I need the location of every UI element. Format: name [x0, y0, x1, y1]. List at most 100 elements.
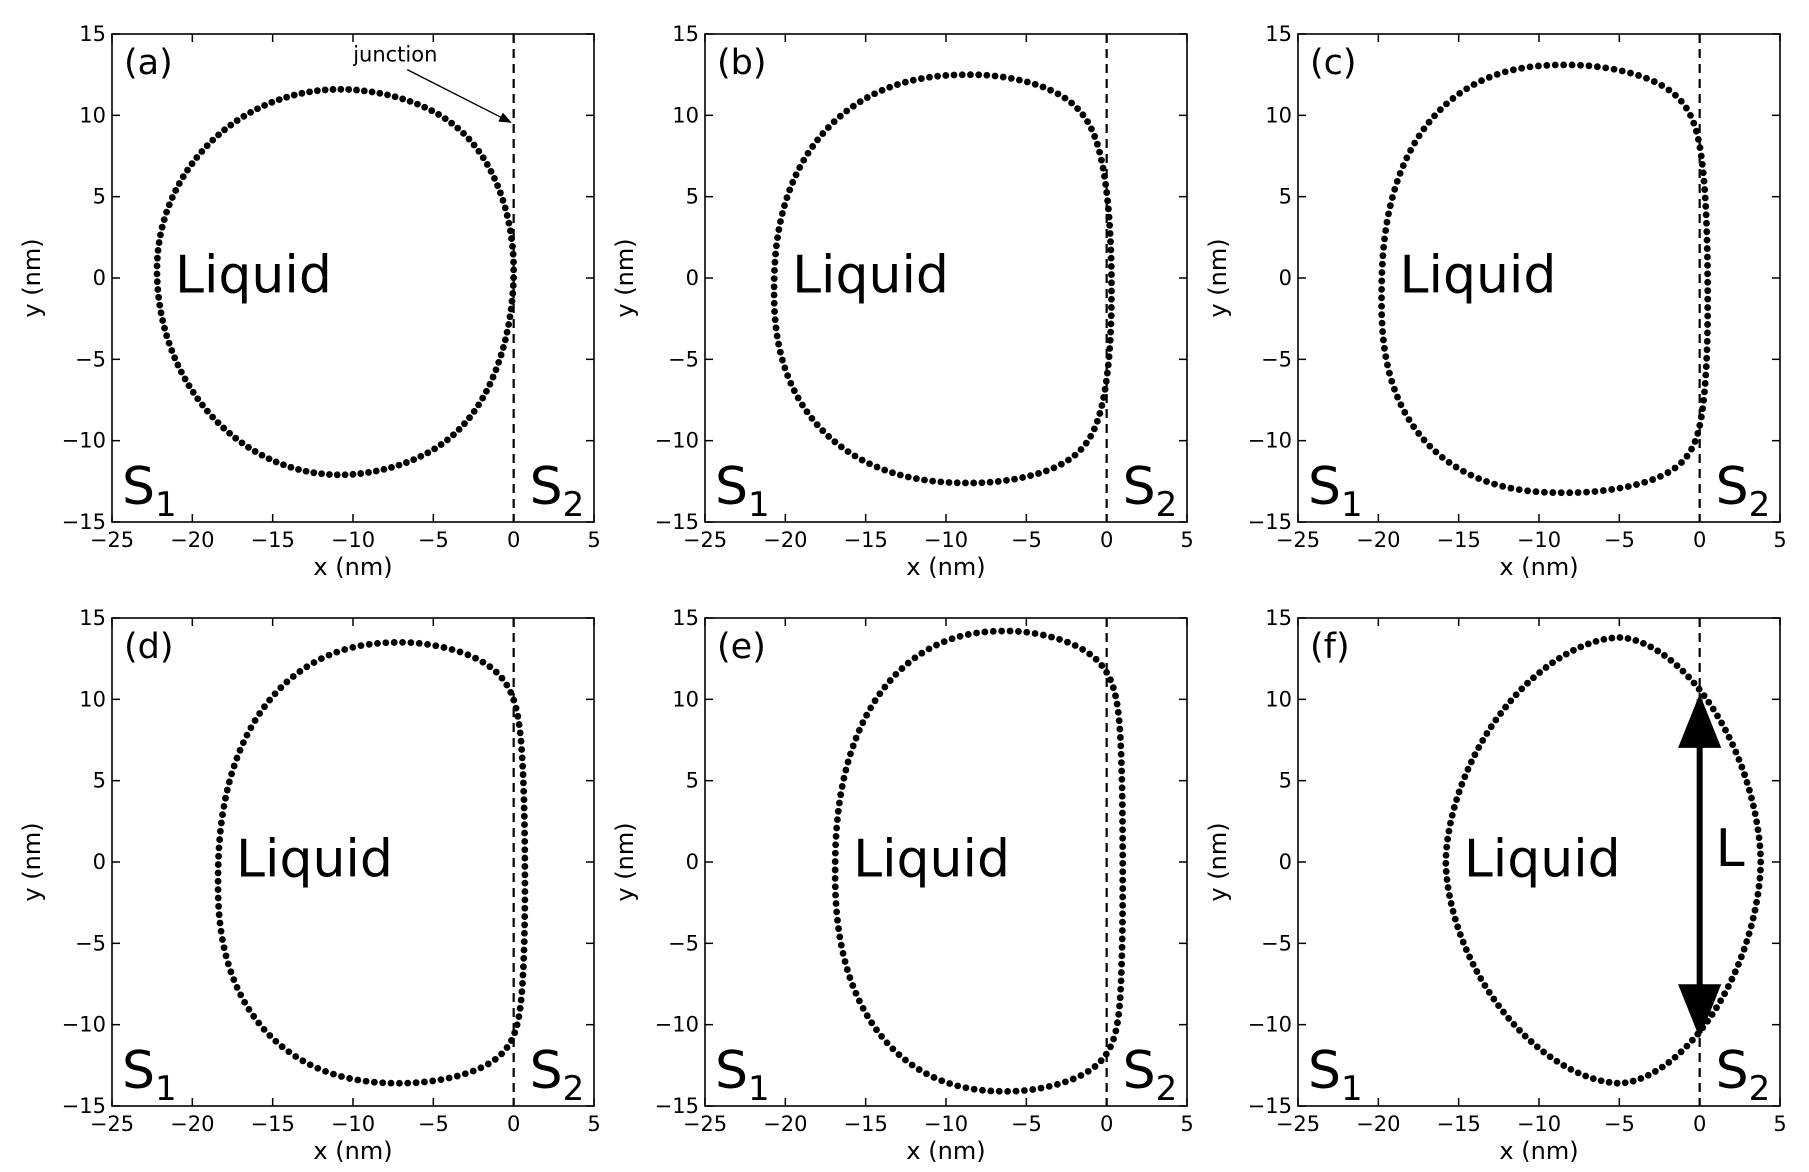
boundary-point — [1700, 692, 1708, 700]
boundary-point — [172, 187, 180, 194]
boundary-point — [194, 395, 202, 403]
boundary-point — [239, 739, 247, 747]
boundary-point — [228, 770, 236, 778]
boundary-point — [1379, 252, 1387, 260]
boundary-point — [1107, 312, 1115, 320]
boundary-point — [1114, 1019, 1121, 1027]
boundary-point — [1061, 94, 1069, 102]
boundary-point — [863, 711, 871, 719]
boundary-point — [184, 166, 191, 174]
boundary-point — [1093, 140, 1101, 148]
y-tick-label: −10 — [62, 1013, 106, 1037]
boundary-point — [521, 829, 529, 837]
boundary-point — [1755, 882, 1763, 890]
boundary-point — [1118, 784, 1126, 792]
boundary-point — [521, 854, 529, 862]
boundary-point — [295, 466, 302, 473]
boundary-point — [953, 479, 961, 487]
boundary-point — [1643, 74, 1650, 82]
liquid-label: Liquid — [1400, 246, 1557, 306]
boundary-point — [221, 126, 228, 134]
boundary-point — [318, 470, 325, 478]
boundary-point — [322, 1067, 329, 1075]
boundary-point — [792, 171, 800, 179]
boundary-point — [507, 305, 515, 313]
x-axis-label: x (nm) — [906, 553, 985, 581]
boundary-point — [1119, 885, 1127, 892]
boundary-point — [1410, 423, 1418, 431]
boundary-point — [1471, 751, 1479, 759]
boundary-point — [1006, 627, 1014, 635]
region-s1-label: S1 — [715, 1041, 770, 1109]
y-axis-label: y (nm) — [611, 822, 639, 901]
boundary-point — [1110, 1035, 1117, 1043]
boundary-point — [265, 455, 273, 463]
boundary-point — [1456, 89, 1464, 97]
boundary-point — [1703, 245, 1711, 252]
boundary-point — [1015, 628, 1022, 635]
boundary-point — [260, 1025, 268, 1033]
boundary-point — [1704, 287, 1712, 295]
boundary-point — [475, 147, 483, 155]
boundary-point — [177, 368, 185, 376]
boundary-point — [1526, 63, 1534, 71]
boundary-point — [1749, 914, 1757, 922]
boundary-point — [233, 983, 241, 991]
boundary-point — [1694, 430, 1702, 437]
boundary-point — [515, 721, 523, 728]
boundary-point — [825, 433, 833, 440]
boundary-point — [1624, 483, 1632, 490]
boundary-point — [362, 1077, 370, 1085]
boundary-point — [214, 861, 222, 868]
boundary-point — [520, 812, 528, 820]
boundary-point — [859, 1004, 867, 1012]
panel: −25 −20 −15 −10 −5 0 5 15 10 5 0 −5 −10 −15 x (nm) y (n… — [18, 606, 601, 1165]
y-axis-label: y (nm) — [611, 238, 639, 317]
boundary-point — [895, 1051, 903, 1058]
boundary-point — [838, 783, 846, 790]
boundary-point — [999, 73, 1007, 81]
boundary-point — [923, 1070, 930, 1078]
boundary-point — [831, 874, 839, 882]
boundary-point — [1447, 900, 1455, 907]
boundary-point — [1497, 710, 1505, 717]
boundary-point — [1458, 780, 1466, 788]
boundary-point — [833, 824, 841, 832]
boundary-point — [521, 879, 529, 887]
boundary-point — [1470, 81, 1478, 88]
boundary-point — [1118, 943, 1126, 951]
boundary-point — [844, 758, 852, 766]
boundary-point — [1117, 969, 1125, 976]
boundary-point — [156, 301, 164, 309]
boundary-point — [1546, 1053, 1554, 1061]
boundary-point — [1101, 385, 1109, 393]
y-tick-label: 10 — [79, 687, 106, 711]
boundary-point — [1654, 647, 1662, 655]
boundary-point — [1633, 481, 1640, 488]
boundary-point — [1690, 679, 1698, 687]
x-tick-label: −25 — [683, 528, 727, 552]
boundary-point — [1499, 482, 1507, 490]
boundary-point — [771, 258, 779, 266]
boundary-point — [1103, 189, 1111, 196]
boundary-point — [1755, 834, 1763, 842]
boundary-point — [233, 754, 241, 762]
boundary-point — [1106, 230, 1114, 237]
boundary-point — [814, 136, 821, 144]
boundary-point — [1057, 460, 1065, 468]
boundary-point — [1079, 645, 1087, 653]
boundary-point — [1447, 819, 1454, 827]
boundary-point — [789, 178, 797, 186]
boundary-point — [843, 107, 851, 115]
boundary-point — [354, 1076, 362, 1084]
boundary-point — [497, 189, 504, 197]
boundary-point — [472, 654, 479, 662]
boundary-point — [1551, 61, 1559, 69]
boundary-point — [1592, 637, 1600, 645]
boundary-point — [1555, 654, 1563, 662]
boundary-point — [1119, 817, 1126, 825]
y-tick-label: −5 — [668, 347, 699, 371]
liquid-label: Liquid — [792, 246, 949, 306]
boundary-point — [1117, 750, 1125, 758]
boundary-point — [487, 167, 495, 175]
